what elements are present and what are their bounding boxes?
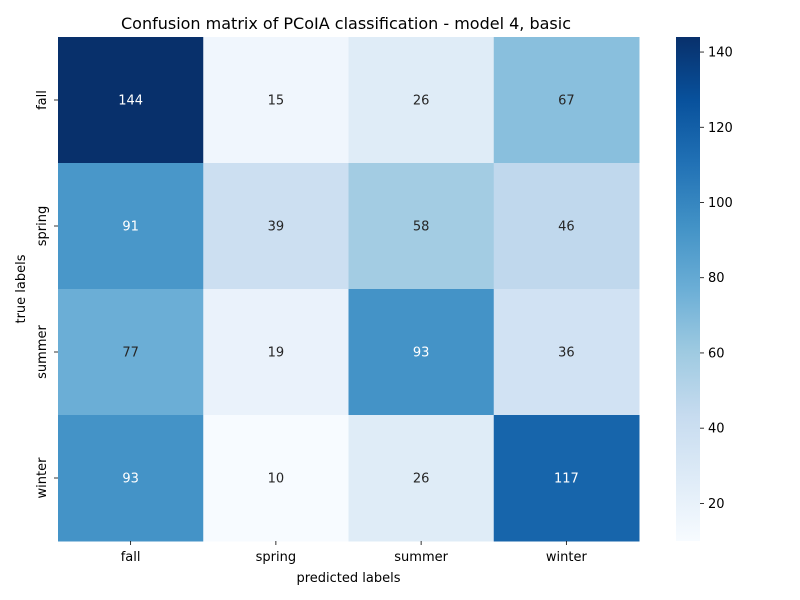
heatmap-cell	[203, 37, 349, 164]
chart-title: Confusion matrix of PCoIA classification…	[121, 14, 571, 33]
heatmap-cell	[493, 37, 640, 164]
colorbar-tick-label: 120	[708, 121, 733, 136]
colorbar-tick-label: 140	[708, 46, 733, 61]
cell-value-label: 46	[558, 220, 575, 235]
cell-value-label: 144	[118, 94, 143, 109]
heatmap-cell-labels: 144 15 26 67 91 39 58 46 77 19 93 36 93 10 26 117	[118, 94, 579, 487]
colorbar-tick-label: 40	[708, 422, 725, 437]
y-axis-ticks: fall spring summer winter	[35, 90, 58, 498]
colorbar-tick-label: 60	[708, 346, 725, 361]
x-tick-label: summer	[394, 550, 448, 565]
heatmap-cell	[58, 289, 204, 416]
cell-value-label: 77	[122, 346, 139, 361]
colorbar-tick-label: 20	[708, 497, 725, 512]
heatmap-cell	[58, 37, 204, 164]
cell-value-label: 10	[268, 472, 285, 487]
heatmap-cell	[348, 163, 495, 290]
cell-value-label: 117	[554, 472, 579, 487]
y-tick-label: summer	[35, 325, 50, 379]
colorbar-tick-label: 100	[708, 196, 733, 211]
colorbar	[676, 37, 700, 541]
x-tick-label: winter	[546, 550, 588, 565]
heatmap-cell	[493, 289, 640, 416]
cell-value-label: 19	[268, 346, 285, 361]
cell-value-label: 58	[413, 220, 430, 235]
y-axis-label: true labels	[14, 254, 29, 323]
heatmap-cell	[203, 415, 349, 542]
colorbar-ticks: 20 40 60 80 100 120 140	[700, 46, 733, 512]
x-tick-label: fall	[121, 550, 141, 565]
x-axis-label: predicted labels	[296, 571, 400, 586]
cell-value-label: 26	[413, 94, 430, 109]
heatmap-cell	[348, 289, 495, 416]
heatmap-cells	[58, 37, 640, 542]
y-tick-label: fall	[35, 90, 50, 110]
heatmap-cell	[493, 415, 640, 542]
cell-value-label: 39	[268, 220, 285, 235]
heatmap-cell	[348, 415, 495, 542]
heatmap-cell	[493, 163, 640, 290]
x-axis-ticks: fall spring summer winter	[121, 541, 588, 565]
heatmap-cell	[203, 289, 349, 416]
cell-value-label: 93	[122, 472, 139, 487]
y-tick-label: winter	[35, 457, 50, 499]
heatmap-cell	[203, 163, 349, 290]
heatmap-cell	[58, 163, 204, 290]
cell-value-label: 93	[413, 346, 430, 361]
y-tick-label: spring	[35, 206, 50, 246]
colorbar-tick-label: 80	[708, 271, 725, 286]
cell-value-label: 91	[122, 220, 139, 235]
cell-value-label: 67	[558, 94, 575, 109]
heatmap-cell	[348, 37, 495, 164]
cell-value-label: 36	[558, 346, 575, 361]
cell-value-label: 15	[268, 94, 285, 109]
cell-value-label: 26	[413, 472, 430, 487]
heatmap-cell	[58, 415, 204, 542]
x-tick-label: spring	[256, 550, 296, 565]
